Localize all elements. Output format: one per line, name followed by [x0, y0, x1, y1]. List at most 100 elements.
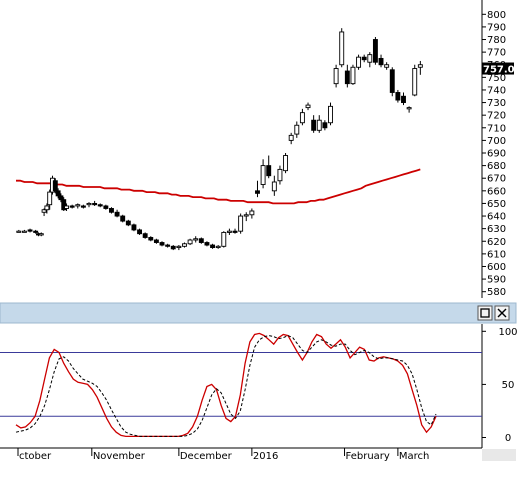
candle-body	[322, 122, 328, 129]
candlestick	[384, 62, 390, 70]
price-tick-label: 680	[487, 161, 506, 172]
price-tick-label: 770	[487, 48, 506, 59]
candle-body	[215, 245, 221, 249]
candlestick	[299, 108, 305, 126]
osc-tick-label: 100	[498, 327, 517, 338]
moving-average-line	[16, 168, 421, 205]
candle-body	[193, 238, 199, 241]
candle-body	[44, 205, 50, 211]
last-price-tag: 757.00	[482, 62, 522, 76]
candlestick	[109, 207, 114, 214]
candlestick	[288, 132, 294, 145]
candle-body	[384, 64, 390, 68]
x-tick-label: March	[399, 451, 429, 462]
candlestick	[417, 60, 423, 75]
candlestick	[61, 197, 67, 211]
oscillator-k-line	[15, 332, 437, 438]
candle-body	[103, 205, 109, 209]
candle-body	[21, 230, 27, 233]
candlestick	[64, 203, 69, 211]
candle-body	[52, 180, 58, 192]
candlestick	[69, 204, 75, 209]
candlestick	[294, 121, 300, 138]
candle-body	[187, 239, 193, 245]
candlestick	[243, 212, 249, 222]
candlestick	[137, 228, 142, 235]
candlestick	[159, 241, 165, 247]
candlestick	[204, 241, 210, 247]
x-axis-ticks: ctober November December 2016 February March	[17, 448, 429, 462]
last-price-label: 757.00	[483, 65, 522, 76]
candlestick	[271, 175, 277, 196]
candle-body	[159, 242, 165, 246]
candle-body	[204, 242, 210, 246]
candlestick	[103, 204, 109, 210]
candle-body	[356, 56, 362, 68]
candle-body	[176, 245, 182, 249]
candlestick	[193, 236, 199, 243]
candle-body	[131, 224, 137, 231]
candlestick	[305, 102, 311, 111]
price-tick-label: 670	[487, 174, 506, 185]
candle-body	[372, 39, 378, 63]
panel-divider[interactable]	[0, 302, 517, 324]
price-tick-label: 700	[487, 136, 506, 147]
candle-body	[328, 105, 333, 124]
x-tick-label: November	[93, 451, 146, 462]
candle-body	[271, 181, 277, 192]
candlestick	[277, 165, 283, 185]
price-tick-label: 600	[487, 262, 506, 273]
candlestick	[148, 236, 154, 242]
candle-body	[266, 165, 272, 177]
price-tick-label: 690	[487, 149, 506, 160]
candle-body	[277, 168, 283, 182]
candlestick	[266, 155, 272, 179]
candle-body	[142, 233, 148, 238]
price-tick-label: 730	[487, 98, 506, 109]
price-tick-label: 580	[487, 287, 506, 298]
candlestick	[350, 64, 356, 85]
price-tick-label: 660	[487, 186, 506, 197]
candlestick	[333, 64, 339, 88]
candle-body	[294, 124, 300, 135]
candle-body	[316, 119, 322, 131]
price-plot-area	[0, 0, 482, 298]
candlestick	[221, 231, 227, 248]
candle-body	[249, 210, 255, 216]
candlestick	[120, 214, 126, 223]
candle-body	[64, 205, 69, 209]
candle-body	[41, 209, 47, 213]
divider-band[interactable]	[0, 302, 517, 324]
x-tick-label: ctober	[19, 451, 52, 462]
oscillator-y-ticks: 0 50 100	[482, 327, 518, 444]
candlestick	[255, 180, 260, 198]
osc-tick-label: 50	[502, 380, 515, 391]
x-axis-scroll-stub	[482, 449, 516, 461]
candle-body	[114, 211, 120, 217]
moving-average-series	[16, 168, 421, 205]
candle-body	[283, 155, 289, 172]
candlestick	[372, 37, 378, 65]
oscillator-lines	[15, 332, 437, 438]
candlestick	[165, 243, 171, 248]
candlestick	[44, 203, 50, 214]
candle-body	[243, 214, 249, 217]
candle-body	[61, 199, 67, 211]
x-tick-label: 2016	[253, 451, 278, 462]
close-icon[interactable]	[494, 305, 510, 321]
candlestick	[86, 202, 92, 208]
candlestick	[406, 106, 412, 113]
candlestick	[125, 219, 131, 227]
price-tick-label: 750	[487, 73, 506, 84]
candle-body	[255, 190, 260, 194]
candlestick	[367, 52, 373, 68]
candlestick	[356, 54, 362, 70]
candlestick	[153, 238, 159, 244]
candle-body	[406, 107, 412, 110]
candle-body	[75, 204, 81, 207]
restore-icon[interactable]	[477, 305, 493, 321]
candle-body	[148, 237, 154, 241]
candlestick	[187, 238, 193, 246]
osc-tick-label: 0	[505, 433, 511, 444]
oscillator-reference-lines	[0, 352, 482, 417]
